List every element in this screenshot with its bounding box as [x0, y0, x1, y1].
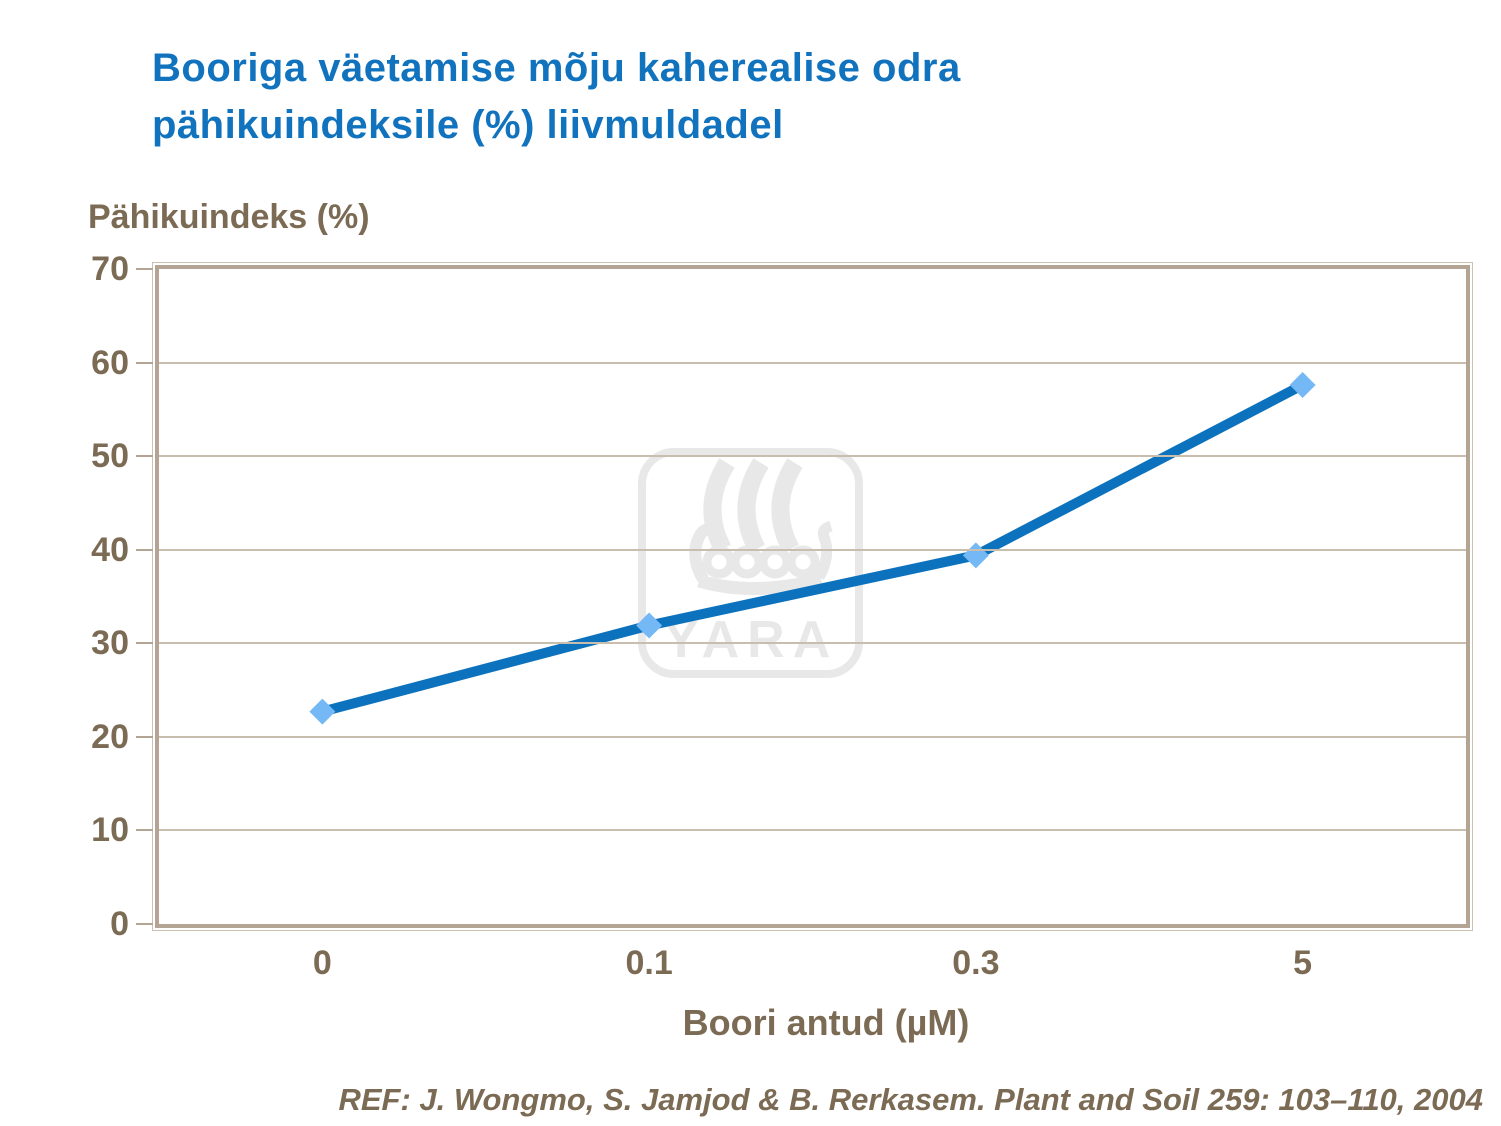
chart-title-line2: pähikuindeksile (%) liivmuldadel [152, 103, 784, 147]
chart-title-line1: Booriga väetamise mõju kaherealise odra [152, 46, 961, 90]
y-axis-title: Pähikuindeks (%) [88, 198, 370, 236]
watermark-stern [814, 520, 833, 580]
x-axis-tick-label: 0.1 [625, 944, 673, 982]
x-axis-tick-label: 5 [1293, 944, 1313, 982]
watermark-border [638, 448, 863, 678]
watermark-sail-2 [737, 458, 769, 554]
chart-title: Booriga väetamise mõju kaherealise odra … [152, 40, 961, 154]
plot-area: YARA [155, 265, 1470, 928]
y-axis-tick-label: 50 [91, 437, 129, 476]
watermark-prow [689, 522, 724, 583]
x-axis-tick-label: 0 [312, 944, 332, 982]
gridline [159, 361, 1466, 364]
data-series [309, 372, 1316, 725]
y-axis-tick-mark [136, 268, 153, 270]
y-axis-tick-mark [136, 455, 153, 458]
y-axis-tick-label: 20 [91, 717, 129, 756]
y-axis-tick-label: 30 [91, 624, 129, 663]
y-axis-tick-mark [136, 923, 153, 925]
watermark-hull [697, 572, 823, 595]
y-axis-tick-mark [136, 548, 153, 551]
y-axis-tick-mark [136, 642, 153, 645]
y-axis-tick-mark [136, 829, 153, 832]
y-axis-tick-mark [136, 735, 153, 738]
data-point-marker [636, 612, 663, 639]
gridline [159, 455, 1466, 458]
gridline [159, 548, 1466, 551]
data-point-marker [309, 698, 336, 725]
reference-citation: REF: J. Wongmo, S. Jamjod & B. Rerkasem.… [338, 1082, 1483, 1117]
x-axis-tick-label: 0.3 [952, 944, 1000, 982]
gridline [159, 642, 1466, 645]
y-axis-tick-label: 0 [110, 905, 129, 943]
y-axis-tick-label: 60 [91, 343, 129, 382]
y-axis-tick-label: 40 [91, 530, 129, 569]
y-axis-tick-mark [136, 361, 153, 364]
x-axis-title: Boori antud (µM) [682, 1002, 970, 1043]
gridline [159, 829, 1466, 832]
y-axis-tick-label: 70 [91, 250, 129, 288]
watermark-sail-3 [771, 458, 803, 554]
gridline [159, 735, 1466, 738]
series-line [321, 380, 1305, 717]
y-axis-tick-label: 10 [91, 811, 129, 850]
data-point-marker [1289, 372, 1316, 399]
